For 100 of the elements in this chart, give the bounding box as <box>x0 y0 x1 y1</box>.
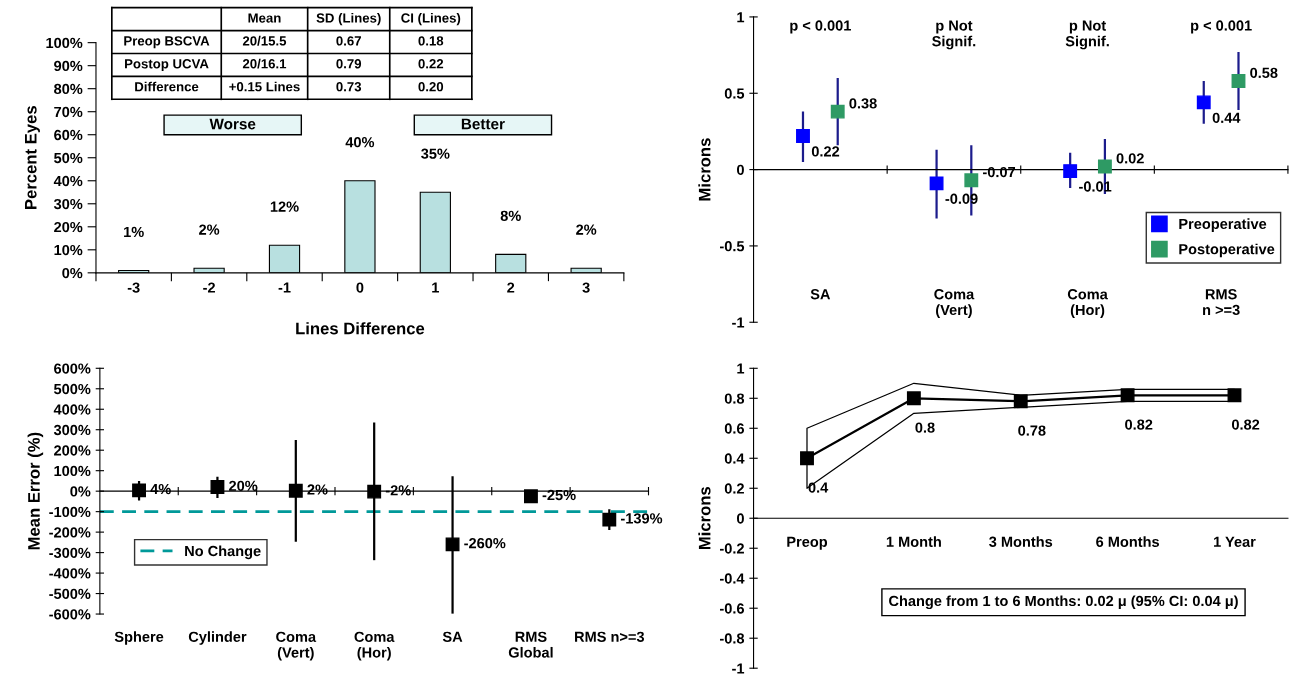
y-tick-label: -0.5 <box>719 241 745 252</box>
text: SD (Lines) <box>316 12 381 26</box>
y-tick-label: 0 <box>737 513 744 524</box>
data-label: 0.44 <box>1212 112 1241 123</box>
annotation: +0.15 Lines <box>229 81 300 92</box>
x-tick-label: 1 Month <box>886 536 941 547</box>
data-label: 0.78 <box>1018 425 1046 436</box>
data-label: 1% <box>124 226 144 238</box>
y-tick-label: 20% <box>54 221 83 233</box>
y-tick-label: 30% <box>53 198 83 210</box>
point <box>800 451 814 466</box>
legend-label: Postoperative <box>1179 243 1275 258</box>
data-label: 0.8 <box>915 422 935 433</box>
y-tick-label: 100% <box>46 37 83 49</box>
x-tick-label: -1 <box>278 282 291 293</box>
y-tick-label: 1 <box>737 12 745 23</box>
annotation: Worse <box>209 118 256 130</box>
y-tick-label: 0.5 <box>724 88 745 99</box>
y-tick-label: 0.8 <box>724 393 745 404</box>
annotation: p Not Signif. <box>932 20 976 50</box>
annotation: 0.20 <box>418 82 444 92</box>
text: CI (Lines) <box>401 12 461 26</box>
y-axis-title: Microns <box>698 486 711 550</box>
y-tick-label: 300% <box>53 424 91 436</box>
point <box>1227 388 1242 403</box>
y-tick-label: 1 <box>737 363 745 374</box>
annotation: 0.73 <box>336 82 362 92</box>
x-tick-label: RMS n >=3 <box>1203 289 1240 316</box>
point <box>367 484 382 499</box>
y-tick-label: 40% <box>53 175 83 187</box>
x-tick-label: Coma (Vert) <box>276 631 317 661</box>
y-tick-label: 500% <box>53 383 91 395</box>
y-tick-label: 0.4 <box>724 453 745 464</box>
x-tick-label: Coma (Vert) <box>934 289 975 318</box>
annotation: 0.67 <box>336 36 361 46</box>
x-tick-label: 1 <box>432 282 439 293</box>
x-tick-label: 0 <box>356 282 364 293</box>
annotation: p Not Signif. <box>1065 20 1109 50</box>
data-label: 0.02 <box>1116 153 1144 164</box>
y-tick-label: 0.6 <box>724 423 744 434</box>
data-label: 12% <box>270 201 299 212</box>
annotation: 0.79 <box>336 59 362 69</box>
annotation: 0.18 <box>418 36 444 46</box>
y-tick-label: -0.2 <box>719 543 744 554</box>
data-label: 0.38 <box>849 98 877 109</box>
data-label: -25% <box>542 489 576 501</box>
x-tick-label: SA <box>810 289 831 300</box>
data-label: 0.4 <box>808 482 829 493</box>
point <box>132 483 147 498</box>
y-tick-label: -0.8 <box>719 633 745 644</box>
y-tick-label: 200% <box>54 445 91 456</box>
y-tick-label: 90% <box>54 60 83 72</box>
y-tick-label: 0 <box>737 164 744 176</box>
x-tick-label: Sphere <box>114 631 164 645</box>
y-axis-title: Mean Error (%) <box>27 432 44 550</box>
data-label: 20% <box>229 480 258 491</box>
x-tick-label: Cylinder <box>188 631 247 645</box>
x-tick-label: 3 <box>582 282 590 293</box>
point <box>210 480 225 495</box>
x-tick-label: -3 <box>127 282 140 293</box>
x-tick-label: -2 <box>203 282 215 293</box>
x-axis-title: Lines Difference <box>296 322 425 335</box>
legend-label: Preoperative <box>1179 218 1267 232</box>
y-axis-title: Microns <box>698 138 711 201</box>
x-tick-label: 1 Year <box>1214 536 1256 547</box>
point <box>1120 388 1135 403</box>
data-label: 40% <box>345 136 375 148</box>
point <box>906 391 921 406</box>
annotation: Preop BSCVA <box>124 36 210 49</box>
y-tick-label: 400% <box>53 404 91 415</box>
y-tick-label: 100% <box>54 465 91 477</box>
annotation: p < 0.001 <box>790 20 851 34</box>
y-tick-label: 60% <box>54 129 83 141</box>
data-label: 35% <box>421 148 450 159</box>
legend-label: No Change <box>185 545 261 560</box>
y-tick-label: -0.6 <box>719 603 744 614</box>
x-tick-label: RMS Global <box>508 631 553 658</box>
point <box>445 537 460 552</box>
point <box>1013 394 1028 409</box>
y-tick-label: -200% <box>49 527 91 538</box>
annotation: 20/16.1 <box>242 58 287 69</box>
data-label: -260% <box>464 538 506 549</box>
x-tick-label: RMS n>=3 <box>575 631 645 642</box>
annotation: Postop UCVA <box>125 59 209 72</box>
x-tick-label: Coma (Hor) <box>1067 289 1108 318</box>
y-tick-label: -1 <box>732 317 745 328</box>
y-tick-label: 50% <box>54 152 83 164</box>
y-tick-label: -0.4 <box>719 573 745 584</box>
x-tick-label: 6 Months <box>1096 536 1160 547</box>
point <box>288 483 303 498</box>
y-tick-label: -100% <box>49 506 91 518</box>
annotation: Change from 1 to 6 Months: 0.02 μ (95% CI: 0.04 μ) <box>889 595 1238 610</box>
data-label: 8% <box>500 210 521 221</box>
data-label: 0.82 <box>1125 419 1153 430</box>
y-tick-label: -300% <box>49 547 91 559</box>
annotation: Better <box>461 118 505 130</box>
data-label: 2% <box>199 224 220 235</box>
annotation: 0.22 <box>418 59 444 69</box>
y-axis-title: Percent Eyes <box>25 106 40 209</box>
y-tick-label: 0% <box>62 267 83 279</box>
